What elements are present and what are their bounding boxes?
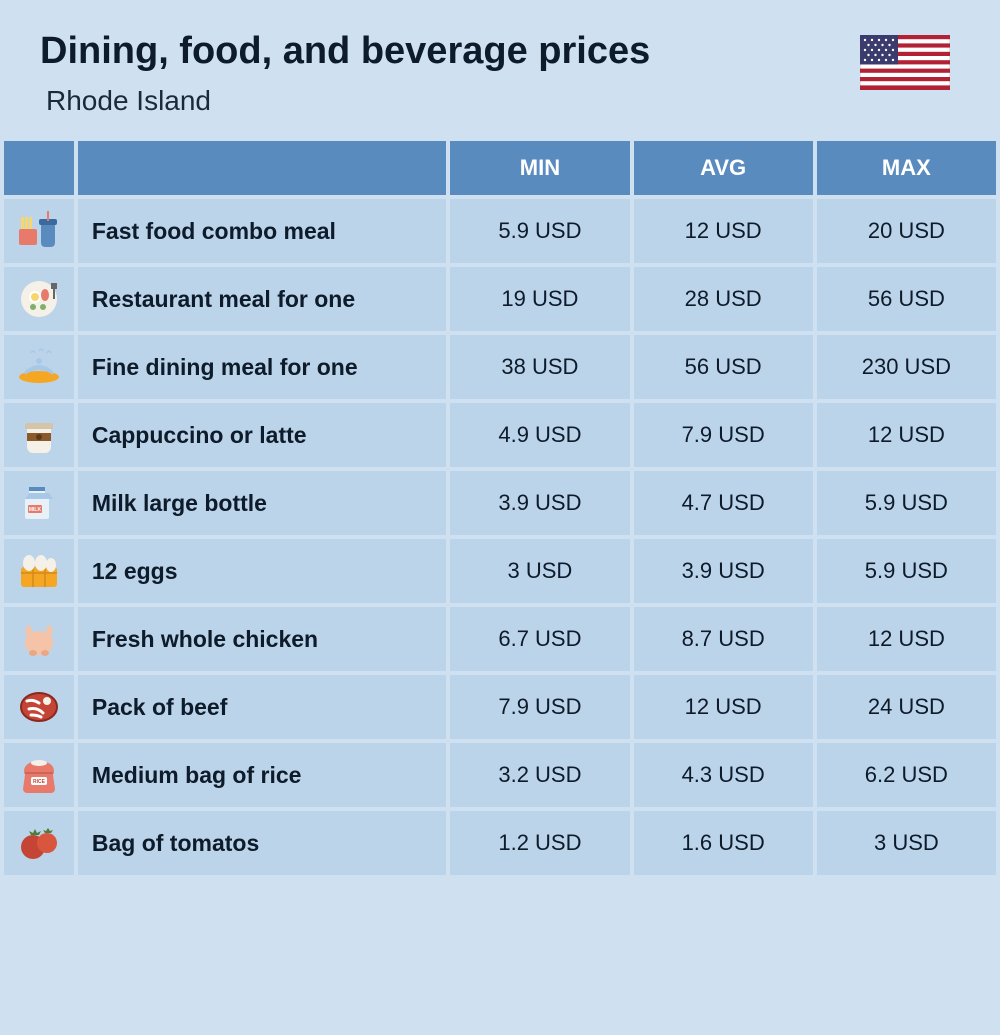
table-row: 12 eggs 3 USD 3.9 USD 5.9 USD [4, 539, 996, 603]
avg-value: 4.3 USD [634, 743, 813, 807]
page-title: Dining, food, and beverage prices [40, 30, 960, 73]
max-value: 12 USD [817, 403, 996, 467]
avg-value: 56 USD [634, 335, 813, 399]
max-value: 12 USD [817, 607, 996, 671]
coffee-icon [4, 403, 74, 467]
item-label: Bag of tomatos [78, 811, 446, 875]
min-value: 4.9 USD [450, 403, 629, 467]
table-row: Restaurant meal for one 19 USD 28 USD 56… [4, 267, 996, 331]
table-row: Bag of tomatos 1.2 USD 1.6 USD 3 USD [4, 811, 996, 875]
fast-food-icon [4, 199, 74, 263]
min-value: 3 USD [450, 539, 629, 603]
table-row: Fast food combo meal 5.9 USD 12 USD 20 U… [4, 199, 996, 263]
item-label: Fresh whole chicken [78, 607, 446, 671]
max-value: 5.9 USD [817, 471, 996, 535]
item-label: Restaurant meal for one [78, 267, 446, 331]
min-value: 5.9 USD [450, 199, 629, 263]
avg-value: 4.7 USD [634, 471, 813, 535]
item-label: 12 eggs [78, 539, 446, 603]
max-value: 20 USD [817, 199, 996, 263]
avg-value: 28 USD [634, 267, 813, 331]
avg-value: 3.9 USD [634, 539, 813, 603]
min-value: 19 USD [450, 267, 629, 331]
item-label: Fast food combo meal [78, 199, 446, 263]
max-value: 230 USD [817, 335, 996, 399]
table-row: Milk large bottle 3.9 USD 4.7 USD 5.9 US… [4, 471, 996, 535]
beef-icon [4, 675, 74, 739]
fine-dining-icon [4, 335, 74, 399]
min-value: 38 USD [450, 335, 629, 399]
item-label: Medium bag of rice [78, 743, 446, 807]
tomato-icon [4, 811, 74, 875]
rice-icon [4, 743, 74, 807]
min-value: 3.2 USD [450, 743, 629, 807]
col-icon [4, 141, 74, 195]
table-row: Cappuccino or latte 4.9 USD 7.9 USD 12 U… [4, 403, 996, 467]
us-flag-icon [860, 35, 950, 90]
item-label: Cappuccino or latte [78, 403, 446, 467]
chicken-icon [4, 607, 74, 671]
price-table: MIN AVG MAX Fast food combo meal 5.9 USD… [0, 137, 1000, 879]
max-value: 56 USD [817, 267, 996, 331]
table-row: Pack of beef 7.9 USD 12 USD 24 USD [4, 675, 996, 739]
avg-value: 7.9 USD [634, 403, 813, 467]
min-value: 1.2 USD [450, 811, 629, 875]
item-label: Milk large bottle [78, 471, 446, 535]
min-value: 6.7 USD [450, 607, 629, 671]
col-item [78, 141, 446, 195]
max-value: 6.2 USD [817, 743, 996, 807]
min-value: 7.9 USD [450, 675, 629, 739]
table-row: Fresh whole chicken 6.7 USD 8.7 USD 12 U… [4, 607, 996, 671]
page-header: Dining, food, and beverage prices Rhode … [0, 0, 1000, 137]
table-row: Fine dining meal for one 38 USD 56 USD 2… [4, 335, 996, 399]
avg-value: 1.6 USD [634, 811, 813, 875]
col-min: MIN [450, 141, 629, 195]
page-subtitle: Rhode Island [46, 85, 960, 117]
table-header-row: MIN AVG MAX [4, 141, 996, 195]
milk-icon [4, 471, 74, 535]
max-value: 3 USD [817, 811, 996, 875]
avg-value: 12 USD [634, 675, 813, 739]
avg-value: 8.7 USD [634, 607, 813, 671]
restaurant-icon [4, 267, 74, 331]
col-avg: AVG [634, 141, 813, 195]
eggs-icon [4, 539, 74, 603]
item-label: Fine dining meal for one [78, 335, 446, 399]
max-value: 24 USD [817, 675, 996, 739]
max-value: 5.9 USD [817, 539, 996, 603]
col-max: MAX [817, 141, 996, 195]
min-value: 3.9 USD [450, 471, 629, 535]
item-label: Pack of beef [78, 675, 446, 739]
avg-value: 12 USD [634, 199, 813, 263]
table-row: Medium bag of rice 3.2 USD 4.3 USD 6.2 U… [4, 743, 996, 807]
